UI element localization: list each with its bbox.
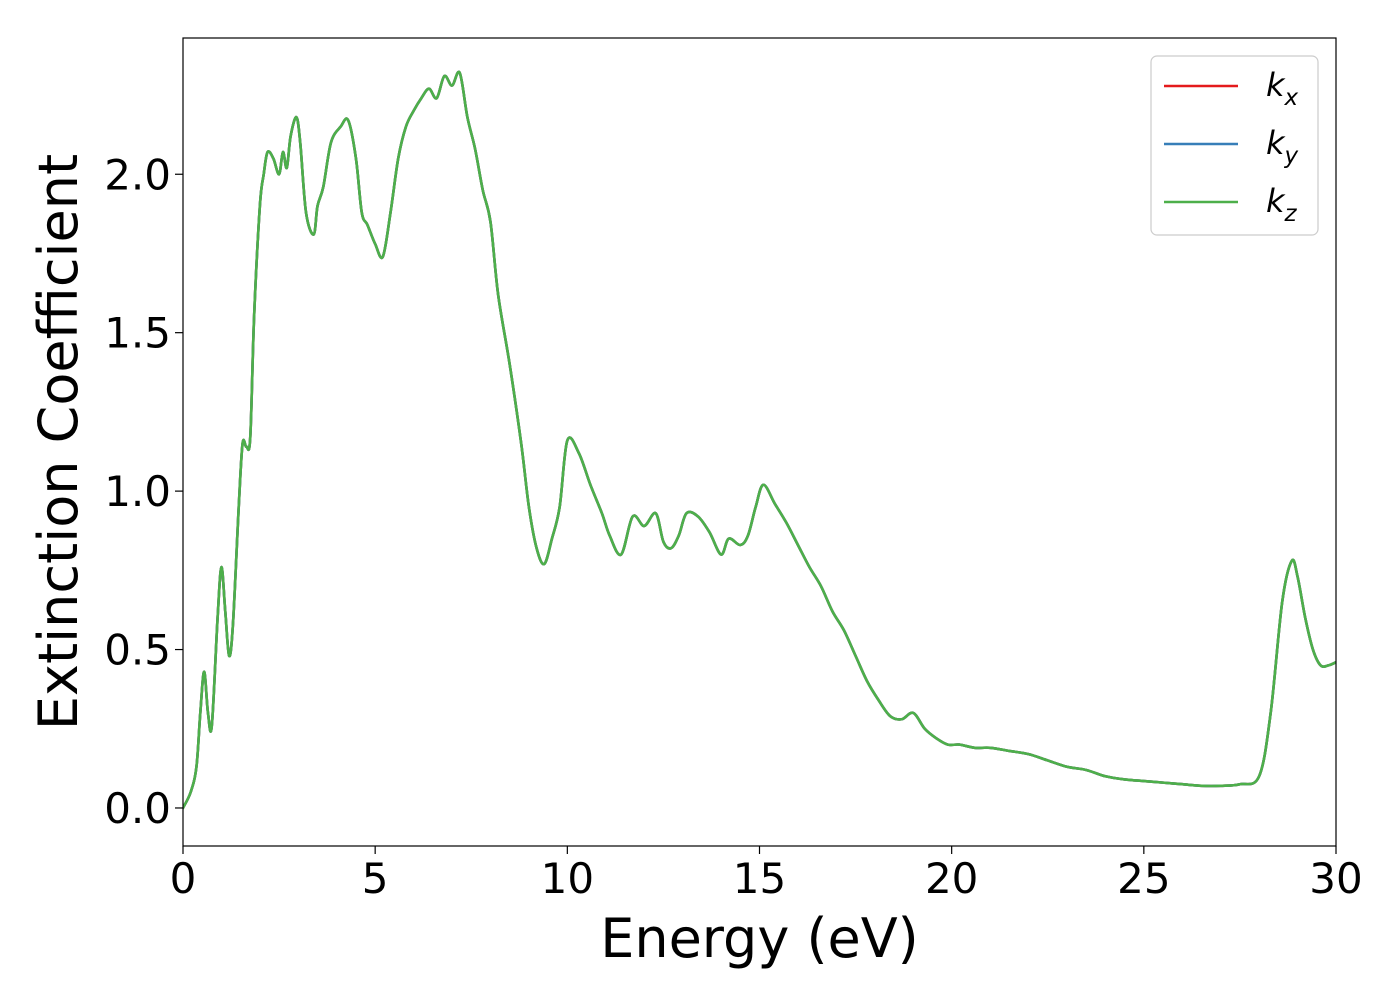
x-axis-label: Energy (eV) [600, 907, 919, 970]
legend-label: kz [1266, 182, 1298, 227]
x-tick-label: 25 [1117, 854, 1170, 903]
x-tick-label: 15 [733, 854, 786, 903]
y-tick-label: 2.0 [104, 150, 171, 199]
legend-label: ky [1266, 124, 1299, 169]
legend-label: kx [1266, 66, 1299, 111]
y-tick-label: 0.5 [104, 626, 171, 675]
y-axis-ticks: 0.0 0.5 1.0 1.5 2.0 [104, 150, 183, 833]
y-tick-label: 1.0 [104, 467, 171, 516]
x-tick-label: 10 [541, 854, 594, 903]
legend: kx ky kz [1150, 55, 1319, 236]
legend-box [1150, 55, 1319, 236]
x-tick-label: 20 [925, 854, 978, 903]
plot-area [183, 38, 1336, 846]
y-tick-label: 1.5 [104, 309, 171, 358]
x-axis-ticks: 0 5 10 15 20 25 30 [170, 846, 1363, 903]
series-line-kz [183, 70, 1336, 810]
x-tick-label: 0 [170, 854, 197, 903]
x-tick-label: 30 [1309, 854, 1362, 903]
x-tick-label: 5 [362, 854, 389, 903]
y-tick-label: 0.0 [104, 784, 171, 833]
series-layer [183, 70, 1336, 810]
y-axis-label: Extinction Coefficient [27, 154, 90, 730]
